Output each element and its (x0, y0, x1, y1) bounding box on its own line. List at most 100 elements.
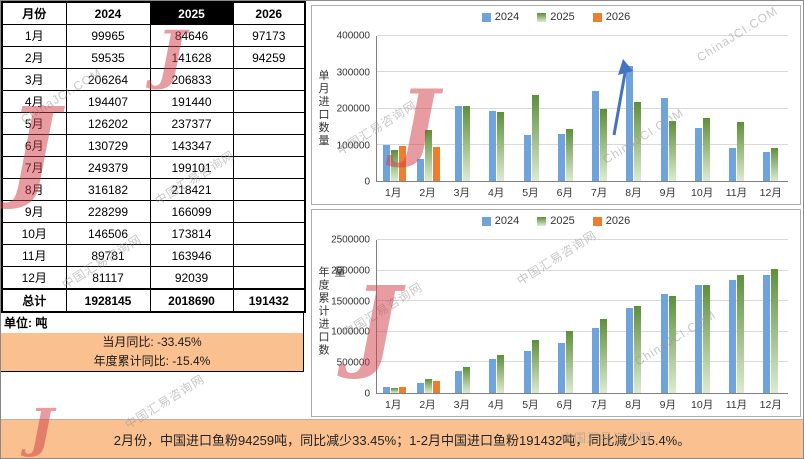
bar-group (685, 36, 719, 181)
yoy-stat-row: 当月同比: -33.45% (102, 335, 202, 349)
value-cell (232, 222, 306, 245)
bar-group (754, 240, 788, 393)
table-row: 10月 146506 173814 (1, 222, 306, 245)
value-cell (232, 134, 306, 157)
total-row: 总计 1928145 2018690 191432 (1, 288, 306, 313)
x-tick-label: 8月 (625, 399, 642, 411)
y-axis-title: 单月进口数量 (317, 69, 329, 148)
value-cell: 237377 (149, 112, 234, 135)
chart-legend: 2024 2025 2026 (312, 215, 800, 227)
month-cell: 11月 (1, 244, 67, 267)
value-cell: 173814 (149, 222, 234, 245)
x-tick-label: 5月 (522, 187, 539, 199)
bar-groups (377, 240, 788, 393)
bar-2024 (626, 308, 634, 393)
bar-2024 (694, 285, 702, 393)
bar-group (720, 240, 754, 393)
bar-2025 (737, 121, 745, 181)
column-header: 月份 (1, 1, 67, 25)
legend-item: 2026 (592, 215, 630, 227)
bar-group (377, 240, 411, 393)
bar-2025 (634, 305, 642, 393)
bar-2025 (702, 285, 710, 393)
y-tick-label: 1000000 (331, 326, 370, 338)
bar-2024 (694, 127, 702, 181)
bar-2026 (432, 381, 440, 393)
x-tick-label: 7月 (590, 187, 608, 199)
value-cell: 84646 (149, 24, 234, 47)
bar-2025 (565, 331, 573, 393)
gridline (377, 269, 788, 271)
value-cell: 206264 (65, 68, 151, 91)
gridline (377, 361, 788, 363)
month-cell: 5月 (1, 112, 67, 135)
value-cell: 141628 (149, 46, 234, 69)
y-tick-label: 2000000 (331, 265, 370, 277)
bar-2024 (557, 343, 565, 393)
bar-2025 (463, 106, 471, 181)
yoy-stats-block: 当月同比: -33.45% 年度累计同比: -15.4% (1, 333, 304, 372)
gridline (377, 143, 788, 145)
bar-2024 (523, 135, 531, 181)
bar-group (583, 240, 617, 393)
import-table-body: 1月 99965 84646 97173 2月 59535 141628 94259 3月 206… (1, 24, 306, 313)
value-cell: 249379 (65, 156, 151, 179)
x-tick-label: 10月 (691, 187, 714, 199)
value-cell: 228299 (65, 200, 151, 223)
value-cell: 191440 (149, 90, 234, 113)
bar-2024 (557, 133, 565, 181)
bar-group (411, 36, 445, 181)
legend-label: 2024 (494, 11, 520, 23)
x-axis-labels: 1月 2月 3月 4月 5月 6月 7月 8月 9月 10月 11月 12月 (376, 397, 788, 413)
column-header: 2026 (232, 1, 306, 25)
table-row: 2月 59535 141628 94259 (1, 46, 306, 69)
value-cell: 97173 (232, 24, 306, 47)
monthly-import-chart: 2024 2025 2026 单月进口数量 0 100000 200000 300000 4… (311, 5, 801, 205)
value-cell: 2018690 (149, 288, 234, 313)
value-cell: 163946 (149, 244, 234, 267)
month-cell: 9月 (1, 200, 67, 223)
bar-group (377, 36, 411, 181)
bar-group (446, 36, 480, 181)
value-cell (232, 178, 306, 201)
gridline (377, 71, 788, 73)
legend-swatch (537, 12, 547, 22)
table-row: 3月 206264 206833 (1, 68, 306, 91)
unit-label: 单位: 吨 (1, 313, 304, 333)
x-tick-label: 1月 (384, 187, 402, 199)
x-tick-label: 4月 (487, 187, 505, 199)
legend-label: 2026 (605, 11, 631, 23)
legend-swatch (592, 12, 602, 22)
bar-2024 (382, 386, 390, 393)
value-cell: 89781 (65, 244, 151, 267)
value-cell (232, 156, 306, 179)
data-table-panel: 月份 2024 2025 2026 1月 99965 84646 97173 2月 59535 1… (1, 1, 306, 372)
gridline (377, 35, 788, 36)
bar-2025 (497, 111, 505, 181)
x-tick-label: 11月 (725, 399, 748, 411)
x-tick-label: 3月 (453, 187, 470, 199)
bar-group (754, 36, 788, 181)
summary-banner: 2月份，中国进口鱼粉94259吨，同比减少33.45%；1-2月中国进口鱼粉19… (1, 419, 803, 458)
bar-2025 (668, 295, 676, 393)
month-cell: 10月 (1, 222, 67, 245)
gridline (377, 300, 788, 302)
bar-group (617, 36, 651, 181)
x-tick-label: 10月 (691, 399, 714, 411)
value-cell (232, 90, 306, 113)
table-row: 4月 194407 191440 (1, 90, 306, 113)
bar-2025 (424, 379, 432, 393)
y-tick-label: 400000 (336, 30, 370, 42)
bar-2024 (455, 106, 463, 181)
bar-2025 (497, 354, 505, 393)
value-cell: 99965 (65, 24, 151, 47)
value-cell: 59535 (65, 46, 151, 69)
bar-2024 (763, 275, 771, 393)
cumulative-import-chart: 2024 2025 2026 年度累计进口数量 0 500000 1000000 1500… (311, 209, 801, 417)
bar-group (480, 240, 514, 393)
bar-group (411, 240, 445, 393)
bar-2025 (771, 269, 779, 393)
value-cell: 146506 (65, 222, 151, 245)
bar-groups (377, 36, 788, 181)
bar-2025 (565, 129, 573, 181)
